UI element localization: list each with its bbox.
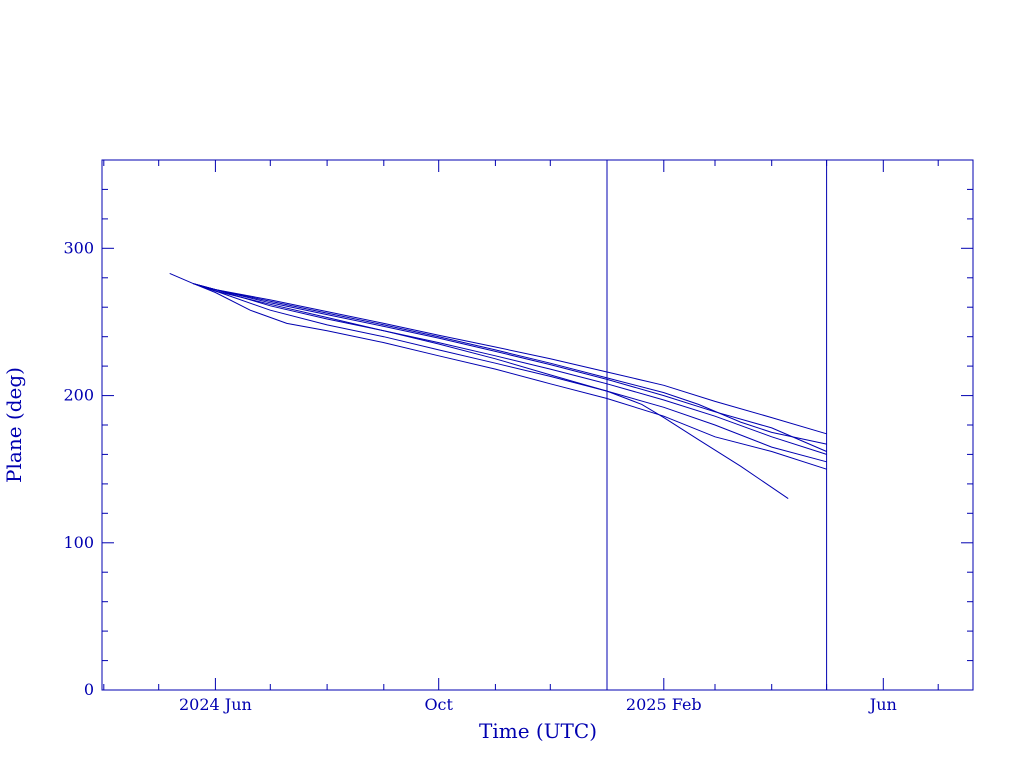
y-axis-title: Plane (deg) [2,367,26,483]
y-tick-label: 0 [84,680,94,699]
y-tick-label: 300 [63,238,94,257]
tick-labels: 0 100 200 300 2024 Jun Oct 2025 Feb Jun [63,238,896,714]
series-line-2 [193,283,827,445]
plot-frame [101,159,974,691]
y-tick-label: 200 [63,386,94,405]
x-axis-title: Time (UTC) [479,719,597,743]
series-layer [169,272,827,500]
series-line-7 [193,283,789,500]
series-line-3 [193,283,827,452]
x-tick-label: Jun [868,695,897,714]
vertical-markers [606,160,828,690]
x-tick-label: Oct [424,695,453,714]
x-tick-label: 2024 Jun [179,695,252,714]
series-line-5 [193,283,827,463]
series-line-4 [193,283,827,455]
x-tick-label: 2025 Feb [626,695,702,714]
series-line-6 [193,283,827,470]
y-tick-label: 100 [63,533,94,552]
axis-ticks [102,159,973,691]
series-line-1 [169,272,827,435]
